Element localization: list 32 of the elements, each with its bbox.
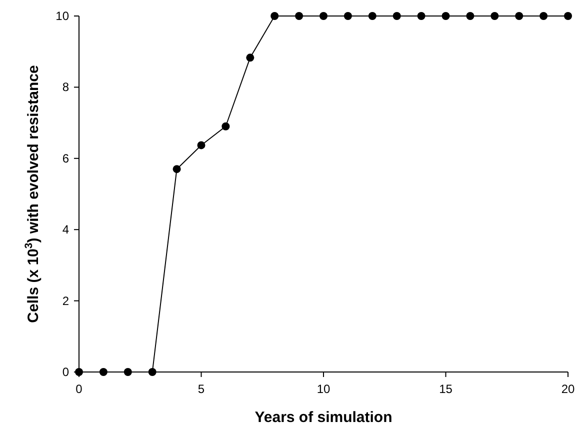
y-tick-label: 0 <box>62 365 70 379</box>
point <box>515 12 524 20</box>
point <box>124 368 132 376</box>
point <box>442 12 450 20</box>
y-tick-label: 6 <box>62 151 70 166</box>
point <box>368 12 376 20</box>
x-tick-label: 15 <box>439 382 453 396</box>
x-tick-label: 0 <box>76 382 83 396</box>
point <box>148 368 156 376</box>
y-tick-label: 10 <box>56 9 70 23</box>
point <box>270 12 279 20</box>
y-tick-label: 4 <box>62 222 70 237</box>
x-tick-label: 20 <box>561 382 575 396</box>
point <box>417 12 426 20</box>
x-axis-title: Years of simulation <box>254 409 392 426</box>
y-tick-label: 2 <box>62 294 70 308</box>
y-tick-label: 8 <box>62 80 70 94</box>
point <box>344 12 352 20</box>
point <box>222 122 230 130</box>
point <box>392 12 401 20</box>
point <box>466 12 474 20</box>
point <box>320 12 328 20</box>
point <box>540 12 548 20</box>
point <box>246 54 254 62</box>
x-tick-label: 10 <box>316 382 330 396</box>
point <box>490 12 499 20</box>
point <box>295 12 304 20</box>
point <box>172 165 181 174</box>
x-tick-label: 5 <box>198 382 205 396</box>
point <box>564 12 572 20</box>
point <box>99 368 108 376</box>
point <box>197 141 206 150</box>
